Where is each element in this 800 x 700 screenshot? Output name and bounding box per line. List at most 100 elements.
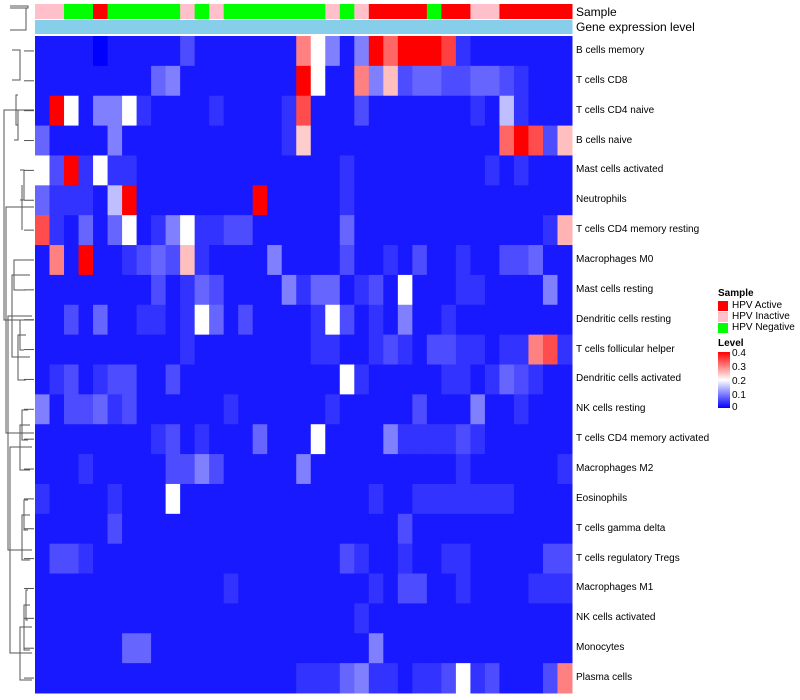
- heatmap-cell: [93, 245, 109, 276]
- heatmap-cell: [49, 394, 65, 425]
- heatmap-cell: [426, 245, 442, 276]
- heatmap-cell: [49, 603, 65, 634]
- heatmap-cell: [455, 454, 471, 485]
- heatmap-cell: [223, 155, 239, 186]
- heatmap-cell: [325, 543, 341, 575]
- heatmap-cell: [238, 483, 254, 515]
- row-label: Monocytes: [576, 642, 625, 654]
- heatmap-cell: [180, 245, 196, 276]
- heatmap-cell: [49, 125, 65, 156]
- heatmap-cell: [107, 364, 123, 395]
- heatmap-cell: [484, 663, 500, 694]
- heatmap-cell: [93, 185, 109, 216]
- heatmap-cell: [426, 364, 442, 395]
- heatmap-cell: [64, 36, 80, 67]
- row-label: NK cells activated: [576, 612, 656, 624]
- heatmap-cell: [296, 65, 312, 97]
- heatmap-cell: [368, 513, 384, 545]
- heatmap-cell: [122, 215, 138, 246]
- heatmap-cell: [499, 95, 515, 127]
- heatmap-cell: [412, 454, 428, 485]
- heatmap-cell: [513, 304, 529, 336]
- heatmap-cell: [238, 663, 254, 694]
- heatmap-cell: [296, 36, 312, 67]
- heatmap-cell: [78, 304, 94, 336]
- sample-annotation-cell: [194, 4, 210, 19]
- heatmap-cell: [557, 573, 573, 604]
- heatmap-cell: [412, 663, 428, 694]
- heatmap-cell: [151, 454, 167, 485]
- heatmap-cell: [412, 245, 428, 276]
- heatmap-cell: [281, 513, 297, 545]
- heatmap-cell: [78, 185, 94, 216]
- heatmap-cell: [136, 245, 152, 276]
- heatmap-cell: [397, 424, 413, 455]
- expression-annotation-cell: [339, 20, 355, 34]
- row-label: T cells CD4 memory activated: [576, 433, 710, 445]
- heatmap-cell: [557, 36, 573, 67]
- heatmap-cell: [426, 603, 442, 634]
- heatmap-cell: [557, 483, 573, 515]
- heatmap-cell: [354, 394, 370, 425]
- heatmap-cell: [484, 334, 500, 365]
- heatmap-cell: [194, 65, 210, 97]
- heatmap-cell: [542, 394, 558, 425]
- heatmap-cell: [368, 155, 384, 186]
- heatmap-cell: [296, 543, 312, 575]
- heatmap-cell: [426, 155, 442, 186]
- heatmap-cell: [151, 95, 167, 127]
- heatmap-cell: [35, 215, 51, 246]
- expression-annotation-cell: [223, 20, 239, 34]
- heatmap-cell: [238, 185, 254, 216]
- heatmap-cell: [78, 483, 94, 515]
- heatmap-cell: [368, 543, 384, 575]
- heatmap-cell: [310, 125, 326, 156]
- heatmap-cell: [151, 215, 167, 246]
- heatmap-cell: [107, 155, 123, 186]
- heatmap-cell: [35, 603, 51, 634]
- heatmap-cell: [252, 454, 268, 485]
- heatmap-cell: [194, 603, 210, 634]
- legend-item-hpv-inactive: HPV Inactive: [718, 311, 795, 322]
- heatmap-cell: [209, 394, 225, 425]
- expression-annotation-cell: [455, 20, 471, 34]
- heatmap-cell: [194, 364, 210, 395]
- heatmap-cell: [122, 334, 138, 365]
- heatmap-cell: [325, 274, 341, 306]
- heatmap-cell: [426, 185, 442, 216]
- heatmap-cell: [383, 304, 399, 336]
- heatmap-cell: [397, 603, 413, 634]
- heatmap-cell: [441, 36, 457, 67]
- heatmap-cell: [93, 155, 109, 186]
- heatmap-cell: [151, 364, 167, 395]
- heatmap-cell: [383, 633, 399, 664]
- expression-annotation-cell: [354, 20, 370, 34]
- heatmap-cell: [180, 663, 196, 694]
- heatmap-cell: [296, 185, 312, 216]
- heatmap-cell: [412, 334, 428, 365]
- heatmap-cell: [354, 454, 370, 485]
- heatmap-cell: [165, 454, 181, 485]
- heatmap-cell: [78, 394, 94, 425]
- heatmap-cell: [455, 215, 471, 246]
- heatmap-cell: [557, 454, 573, 485]
- heatmap-cell: [223, 215, 239, 246]
- heatmap-cell: [310, 304, 326, 336]
- heatmap-cell: [310, 36, 326, 67]
- heatmap-cell: [470, 36, 486, 67]
- heatmap-cell: [252, 543, 268, 575]
- heatmap-cell: [93, 543, 109, 575]
- heatmap-cell: [64, 274, 80, 306]
- heatmap-cell: [267, 95, 283, 127]
- heatmap-cell: [223, 334, 239, 365]
- heatmap-cell: [310, 334, 326, 365]
- heatmap-cell: [267, 663, 283, 694]
- heatmap-cell: [252, 424, 268, 455]
- heatmap-cell: [325, 633, 341, 664]
- heatmap-cell: [484, 36, 500, 67]
- heatmap-cell: [470, 65, 486, 97]
- heatmap-cell: [557, 65, 573, 97]
- heatmap-cell: [180, 185, 196, 216]
- heatmap-cell: [209, 364, 225, 395]
- heatmap-cell: [136, 483, 152, 515]
